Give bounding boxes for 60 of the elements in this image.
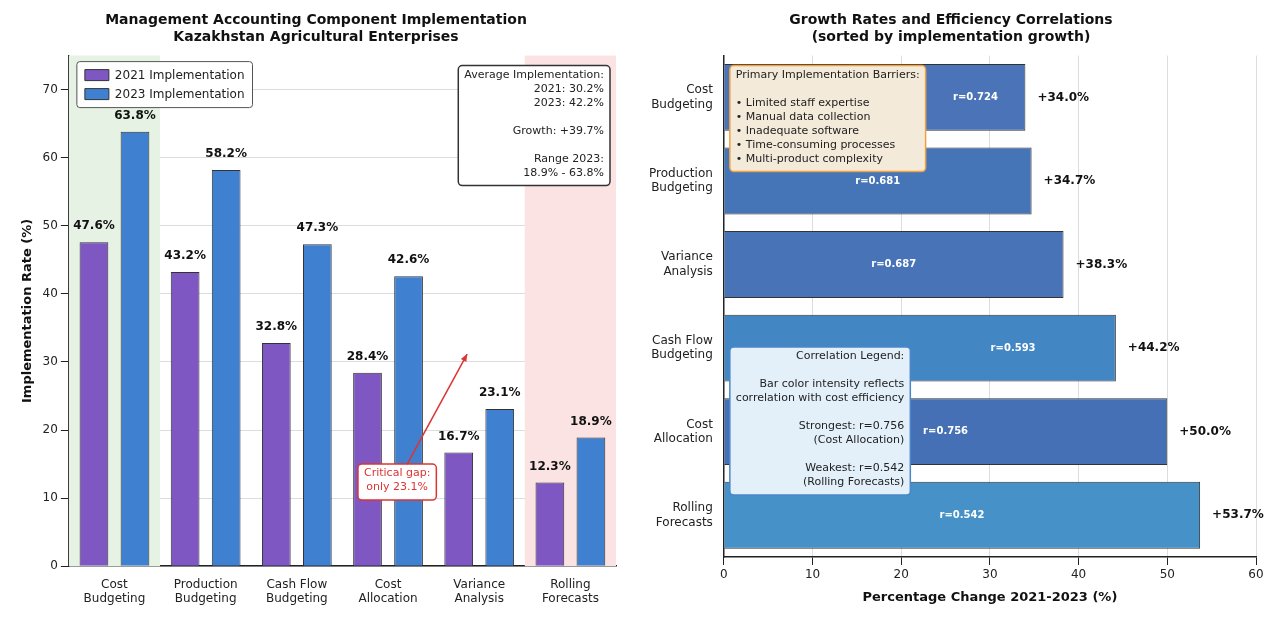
- text: Average Implementation: 2021: 30.2% 2023: 42.2% Growth: +39.7% Range 2023: 18.9% - 63.8%: [464, 67, 604, 179]
- data-label: +50.0%: [1179, 423, 1231, 438]
- y-tick-label: 60: [42, 149, 58, 164]
- data-label: 16.7%: [437, 428, 480, 443]
- legend-label: 2023 Implementation: [114, 86, 245, 101]
- x-tick-label: Variance Analysis: [453, 576, 506, 605]
- data-label: +38.3%: [1075, 256, 1128, 271]
- data-label: +34.7%: [1043, 173, 1096, 188]
- data-label: +44.2%: [1127, 340, 1180, 355]
- y-tick-label: Cost Budgeting: [651, 82, 714, 111]
- data-label: +53.7%: [1212, 507, 1264, 522]
- legend-label: 2021 Implementation: [114, 67, 245, 82]
- x-axis-title: Percentage Change 2021-2023 (%): [862, 588, 1118, 604]
- data-label: 63.8%: [114, 107, 156, 122]
- x-tick-label: 60: [1248, 567, 1264, 582]
- annotation: Critical gap: only 23.1%: [363, 466, 431, 494]
- text: Primary Implementation Barriers: • Limited staff expertise • Manual data collection • Inadequate software • Time-consuming processes • Multi-product complexity: [735, 67, 920, 165]
- data-label: 42.6%: [387, 252, 430, 267]
- data-label: 23.1%: [478, 385, 521, 400]
- data-label: 18.9%: [570, 413, 612, 428]
- text: Correlation Legend: Bar color intensity reflects correlation with cost efficiency Strongest: r=0.756 (Cost Allocation) Weakest: r=0.542 (Rolling Forecasts): [735, 349, 905, 489]
- y-tick-label: 30: [42, 354, 58, 369]
- chart-title: Growth Rates and Efficiency Correlations (sorted by implementation growth): [789, 11, 1113, 44]
- y-tick-label: 70: [42, 81, 58, 96]
- y-tick-label: 50: [42, 217, 58, 232]
- data-label: 47.3%: [296, 220, 339, 235]
- x-tick-label: 50: [1159, 567, 1175, 582]
- annotation: r=0.593: [990, 341, 1036, 353]
- data-label: 28.4%: [346, 348, 389, 363]
- data-label: 47.6%: [73, 218, 115, 233]
- y-tick-label: Variance Analysis: [661, 249, 713, 278]
- y-tick-label: Cost Allocation: [653, 416, 714, 445]
- x-tick-label: 30: [982, 567, 998, 582]
- annotation: r=0.756: [923, 425, 969, 437]
- annotation: r=0.724: [953, 90, 999, 102]
- data-label: +34.0%: [1037, 89, 1090, 104]
- data-label: 43.2%: [164, 248, 206, 263]
- data-label: 58.2%: [205, 146, 247, 161]
- y-tick-label: 40: [42, 286, 58, 301]
- x-tick-label: Production Budgeting: [173, 576, 238, 605]
- x-tick-label: Cost Budgeting: [83, 576, 146, 605]
- data-label: 12.3%: [529, 458, 571, 473]
- x-tick-label: 40: [1070, 567, 1087, 582]
- y-axis-title: Implementation Rate (%): [19, 218, 35, 403]
- y-tick-label: Rolling Forecasts: [655, 500, 713, 529]
- x-tick-label: Rolling Forecasts: [541, 576, 599, 605]
- y-tick-label: 10: [42, 490, 58, 505]
- annotation: r=0.681: [855, 174, 901, 186]
- x-tick-label: Cash Flow Budgeting: [265, 576, 328, 605]
- annotation: r=0.542: [939, 508, 985, 520]
- y-tick-label: Production Budgeting: [649, 165, 713, 195]
- x-tick-label: 20: [893, 567, 909, 582]
- data-label: 32.8%: [255, 319, 298, 334]
- y-tick-label: 20: [42, 422, 58, 437]
- x-tick-label: 10: [804, 567, 821, 582]
- x-tick-label: 0: [720, 567, 728, 582]
- y-tick-label: Cash Flow Budgeting: [651, 333, 714, 362]
- chart-title: Management Accounting Component Implementation Kazakhstan Agricultural Enterprises: [105, 11, 527, 44]
- annotation: r=0.687: [871, 258, 917, 270]
- x-tick-label: Cost Allocation: [358, 576, 418, 605]
